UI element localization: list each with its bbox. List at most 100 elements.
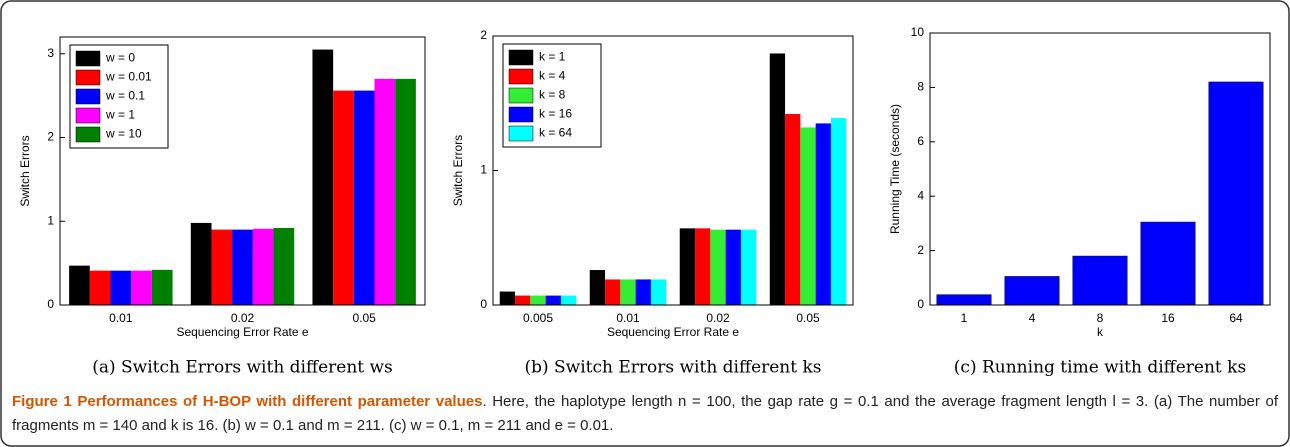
caption-title: Figure 1 Performances of H-BOP with diff… [12, 393, 483, 410]
bar [374, 78, 396, 305]
bar [785, 114, 801, 305]
bar [560, 295, 577, 305]
bar [110, 270, 132, 305]
bar [211, 229, 233, 305]
bar [830, 118, 847, 305]
x-tick-label: 8 [1097, 311, 1104, 325]
legend-label: w = 0.1 [105, 89, 145, 103]
bar [710, 229, 726, 305]
y-tick-label: 2 [47, 130, 54, 144]
bar [69, 265, 90, 305]
bar [89, 270, 111, 305]
plot-frame [59, 36, 426, 306]
x-axis-label: k [1097, 325, 1104, 339]
bar [650, 279, 667, 305]
bar [515, 295, 531, 305]
x-tick-label: 0.01 [616, 311, 640, 325]
legend-label: w = 0.01 [105, 70, 152, 84]
x-tick-label: 1 [961, 311, 968, 325]
bar [936, 294, 992, 306]
y-tick-label: 0 [480, 297, 487, 311]
legend-label: k = 16 [539, 107, 572, 121]
bar [530, 295, 546, 305]
x-tick-label: 0.05 [796, 311, 820, 325]
caption-text: . Here, the haplotype length n = 100, th… [12, 393, 1278, 434]
legend-swatch [75, 107, 101, 124]
bar [695, 228, 711, 305]
legend-swatch [75, 50, 101, 67]
y-tick-label: 2 [917, 243, 924, 257]
legend-label: k = 4 [539, 69, 566, 83]
bar [605, 279, 621, 305]
y-tick-label: 1 [480, 163, 487, 177]
legend-swatch [75, 88, 101, 105]
x-axis-label: Sequencing Error Rate e [607, 325, 739, 339]
x-tick-label: 0.005 [523, 311, 553, 325]
bar [815, 123, 831, 305]
bar [151, 269, 173, 305]
legend-swatch [508, 106, 534, 123]
legend-swatch [75, 126, 101, 143]
y-tick-label: 8 [917, 80, 924, 94]
legend-swatch [508, 125, 534, 142]
bar [1140, 221, 1196, 306]
y-tick-label: 6 [917, 134, 924, 148]
legend-swatch [508, 49, 534, 66]
y-axis-label: Running Time (seconds) [888, 104, 902, 234]
y-tick-label: 2 [480, 28, 487, 42]
bar [190, 222, 212, 305]
bar [252, 228, 274, 305]
y-tick-label: 0 [47, 297, 54, 311]
x-tick-label: 16 [1161, 311, 1175, 325]
subcaption: (b) Switch Errors with different ks [524, 358, 821, 378]
bar [273, 227, 295, 305]
y-tick-label: 1 [47, 213, 54, 227]
subcaption: (a) Switch Errors with different ws [92, 358, 393, 378]
x-tick-label: 0.02 [706, 311, 730, 325]
bar [1004, 276, 1060, 306]
x-tick-label: 0.02 [231, 311, 255, 325]
bar [131, 270, 152, 305]
bar [1208, 81, 1264, 306]
x-axis-label: Sequencing Error Rate e [176, 325, 308, 339]
subcaption: (c) Running time with different ks [954, 358, 1246, 378]
plot-frame [929, 32, 1271, 306]
bar [740, 229, 757, 305]
legend-label: k = 1 [539, 50, 566, 64]
y-axis-label: Switch Errors [451, 135, 465, 206]
y-axis-label: Switch Errors [18, 135, 32, 206]
legend-swatch [508, 68, 534, 85]
bar [1072, 255, 1128, 306]
bar [312, 49, 334, 305]
bar [499, 291, 516, 305]
legend-label: w = 10 [105, 127, 142, 141]
x-tick-label: 4 [1029, 311, 1036, 325]
legend-label: w = 0 [105, 51, 135, 65]
bar [800, 127, 816, 306]
legend-label: k = 64 [539, 126, 572, 140]
y-tick-label: 10 [911, 25, 925, 39]
bar [232, 229, 253, 305]
x-tick-label: 0.01 [109, 311, 133, 325]
legend-label: k = 8 [539, 88, 566, 102]
bar [725, 229, 741, 305]
bar [333, 90, 354, 305]
legend-swatch [75, 69, 101, 86]
bar [545, 295, 561, 305]
bar [769, 53, 786, 305]
bar [395, 78, 416, 305]
bar [589, 270, 606, 305]
legend-swatch [508, 87, 534, 104]
figure-caption: Figure 1 Performances of H-BOP with diff… [12, 390, 1278, 438]
y-tick-label: 0 [917, 297, 924, 311]
bar [620, 279, 636, 305]
bar [679, 228, 696, 305]
x-tick-label: 64 [1229, 311, 1243, 325]
y-tick-label: 3 [47, 46, 54, 60]
bar [635, 279, 651, 305]
y-tick-label: 4 [917, 188, 924, 202]
x-tick-label: 0.05 [352, 311, 376, 325]
bar [353, 90, 375, 305]
